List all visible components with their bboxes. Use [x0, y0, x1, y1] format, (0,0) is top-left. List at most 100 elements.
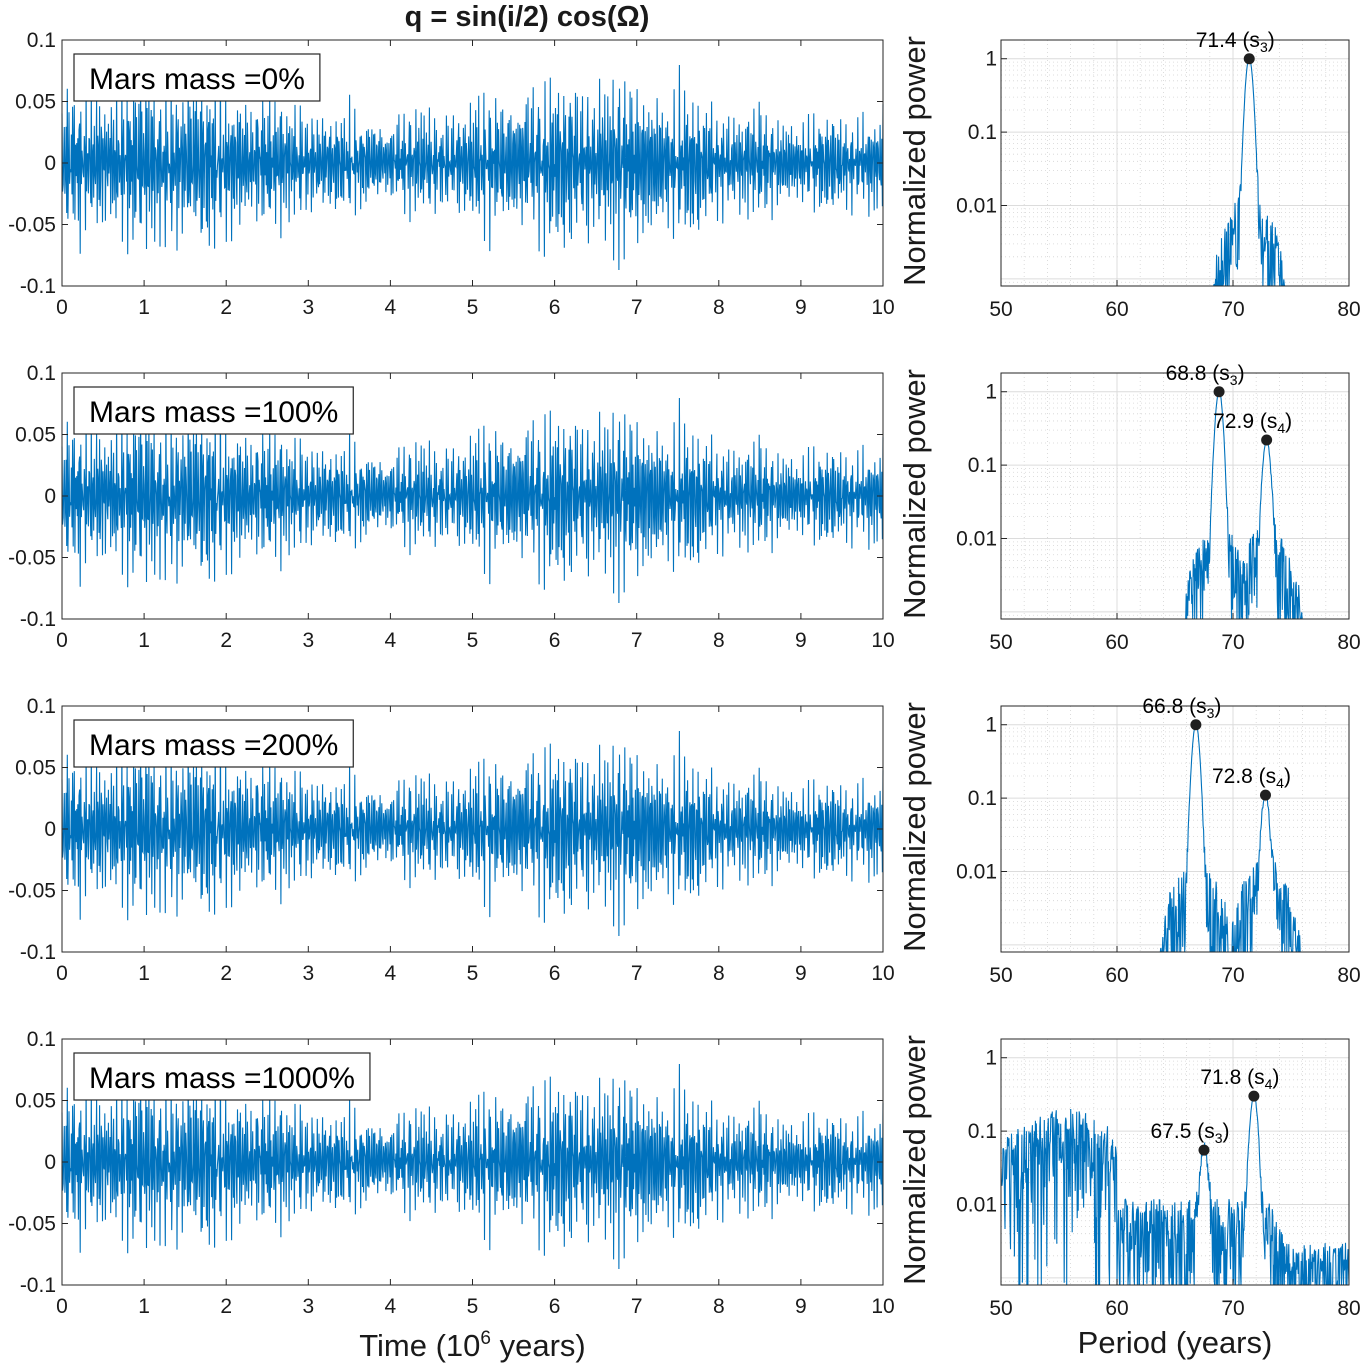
- y-tick-label: 0.05: [15, 757, 56, 780]
- y-tick-label: 0.1: [27, 362, 56, 385]
- x-tick-label: 80: [1337, 631, 1360, 654]
- x-tick-label: 2: [220, 962, 232, 985]
- x-tick-label: 70: [1221, 1297, 1244, 1320]
- peak-label: 67.5 (s3): [1151, 1120, 1230, 1146]
- y-tick-label: -0.05: [8, 214, 56, 237]
- x-tick-label: 80: [1337, 964, 1360, 987]
- x-tick-label: 5: [467, 1295, 479, 1318]
- x-tick-label: 7: [631, 296, 643, 319]
- y-tick-label: 0: [44, 818, 56, 841]
- x-tick-label: 5: [467, 962, 479, 985]
- y-tick-label: 1: [985, 1047, 997, 1070]
- x-tick-label: 4: [385, 629, 397, 652]
- peak-marker: [1261, 434, 1273, 446]
- x-tick-label: 1: [138, 296, 150, 319]
- x-tick-label: 4: [385, 296, 397, 319]
- y-tick-label: 0: [44, 1151, 56, 1174]
- legend-text: Mars mass =0%: [89, 63, 305, 96]
- x-tick-label: 70: [1221, 631, 1244, 654]
- y-tick-label: 1: [985, 381, 997, 404]
- x-tick-label: 6: [549, 962, 561, 985]
- y-tick-label: -0.1: [20, 608, 56, 631]
- x-tick-label: 9: [795, 629, 807, 652]
- x-tick-label: 7: [631, 629, 643, 652]
- x-tick-label: 10: [871, 296, 894, 319]
- x-tick-label: 6: [549, 1295, 561, 1318]
- x-tick-label: 70: [1221, 964, 1244, 987]
- axes-box: [1000, 39, 1350, 287]
- x-tick-label: 0: [56, 1295, 68, 1318]
- peak-marker: [1243, 53, 1255, 65]
- legend: Mars mass =1000%: [73, 1052, 371, 1101]
- y-tick-label: 1: [985, 48, 997, 71]
- axes-box: [1000, 372, 1350, 620]
- peak-label: 71.8 (s4): [1200, 1066, 1279, 1092]
- x-axis-label: Period (years): [1078, 1325, 1273, 1360]
- x-tick-label: 8: [713, 296, 725, 319]
- spectrum-line: [1001, 724, 1349, 953]
- x-axis-label: Time (106 years): [359, 1328, 585, 1363]
- legend-box: [73, 719, 354, 768]
- spectrum-panel: 1 0.1 0.01 50 60 70 80 Normalized power 71.4 (s3…: [897, 29, 1361, 321]
- spectrum-line: [1001, 391, 1349, 620]
- y-tick-label: -0.05: [8, 1213, 56, 1236]
- y-tick-label: 0.05: [15, 424, 56, 447]
- x-tick-label: 9: [795, 1295, 807, 1318]
- y-tick-label: 0: [44, 485, 56, 508]
- y-tick-label: -0.05: [8, 880, 56, 903]
- peak-marker: [1248, 1090, 1260, 1102]
- x-tick-label: 2: [220, 296, 232, 319]
- series-line: [61, 726, 884, 937]
- x-tick-label: 80: [1337, 298, 1360, 321]
- x-tick-label: 50: [989, 964, 1012, 987]
- y-tick-label: 0.1: [27, 1028, 56, 1051]
- x-tick-label: 50: [989, 1297, 1012, 1320]
- x-tick-label: 5: [467, 296, 479, 319]
- y-tick-label: 0: [44, 152, 56, 175]
- x-tick-label: 3: [302, 962, 314, 985]
- x-tick-label: 1: [138, 962, 150, 985]
- x-tick-label: 60: [1105, 298, 1128, 321]
- x-tick-label: 10: [871, 962, 894, 985]
- y-tick-label: 0.1: [968, 787, 997, 810]
- peak-label: 72.8 (s4): [1212, 765, 1291, 791]
- x-tick-label: 2: [220, 629, 232, 652]
- series-line: [61, 60, 884, 271]
- x-tick-label: 1: [138, 1295, 150, 1318]
- legend-text: Mars mass =1000%: [89, 1062, 355, 1095]
- x-tick-label: 60: [1105, 964, 1128, 987]
- x-tick-label: 3: [302, 629, 314, 652]
- y-tick-label: 0.05: [15, 1090, 56, 1113]
- legend-box: [73, 53, 321, 102]
- x-tick-label: 5: [467, 629, 479, 652]
- axes-box: [1000, 1038, 1350, 1286]
- x-tick-label: 8: [713, 962, 725, 985]
- legend-text: Mars mass =200%: [89, 729, 338, 762]
- y-tick-label: -0.1: [20, 941, 56, 964]
- peak-label: 66.8 (s3): [1142, 695, 1221, 721]
- y-tick-label: 0.01: [956, 195, 997, 218]
- y-tick-label: 0.1: [27, 29, 56, 52]
- y-tick-label: 0.01: [956, 861, 997, 884]
- y-tick-label: -0.05: [8, 547, 56, 570]
- peak-label: 71.4 (s3): [1196, 29, 1275, 55]
- x-tick-label: 4: [385, 962, 397, 985]
- legend: Mars mass =0%: [73, 53, 321, 102]
- spectrum-panel: 1 0.1 0.01 50 60 70 80 Normalized power 68.8 (s3…: [897, 362, 1361, 654]
- legend-box: [73, 1052, 371, 1101]
- peak-marker: [1259, 789, 1271, 801]
- peak-marker: [1190, 719, 1202, 731]
- y-tick-label: 0.1: [968, 454, 997, 477]
- spectrum-panel: 1 0.1 0.01 50 60 70 80 Normalized power Period (…: [897, 1035, 1361, 1360]
- x-tick-label: 9: [795, 962, 807, 985]
- x-tick-label: 6: [549, 629, 561, 652]
- y-axis-label: Normalized power: [897, 369, 932, 619]
- x-tick-label: 8: [713, 629, 725, 652]
- x-tick-label: 1: [138, 629, 150, 652]
- spectrum-line: [1001, 58, 1349, 287]
- x-tick-label: 50: [989, 298, 1012, 321]
- x-tick-label: 60: [1105, 631, 1128, 654]
